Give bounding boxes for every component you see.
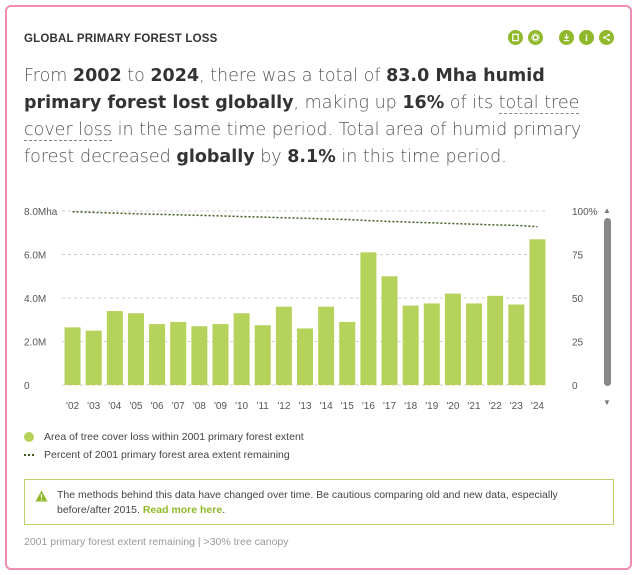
methods-notice: The methods behind this data have change… bbox=[24, 479, 614, 525]
download-icon bbox=[563, 33, 570, 42]
summary-sentence: From 2002 to 2024, there was a total of … bbox=[24, 66, 582, 167]
x-tick-label: '18 bbox=[404, 401, 417, 412]
x-tick-label: '24 bbox=[531, 401, 544, 412]
bar bbox=[466, 303, 483, 385]
info-button[interactable] bbox=[579, 30, 594, 45]
end-year: 2024 bbox=[150, 66, 200, 86]
share-button[interactable] bbox=[599, 30, 614, 45]
legend-item-line: Percent of 2001 primary forest area exte… bbox=[24, 446, 304, 464]
bar bbox=[85, 330, 102, 385]
gear-icon bbox=[531, 33, 540, 42]
bookmark-icon bbox=[512, 33, 519, 42]
x-tick-label: '08 bbox=[193, 401, 206, 412]
y-right-tick-label: 100% bbox=[572, 207, 598, 218]
bookmark-button[interactable] bbox=[508, 30, 523, 45]
footer-caption: 2001 primary forest extent remaining | >… bbox=[24, 536, 289, 548]
y-left-tick-label: 4.0M bbox=[24, 294, 46, 305]
bar bbox=[170, 321, 187, 385]
percent-of-loss: 16% bbox=[402, 93, 445, 113]
x-tick-label: '07 bbox=[172, 401, 185, 412]
y-right-tick-label: 50 bbox=[572, 294, 584, 305]
x-tick-label: '04 bbox=[108, 401, 121, 412]
y-right-tick-label: 0 bbox=[572, 381, 578, 392]
y-left-tick-label: 2.0M bbox=[24, 338, 46, 349]
percent-remaining-line bbox=[72, 210, 538, 228]
chart-legend: Area of tree cover loss within 2001 prim… bbox=[24, 428, 304, 464]
widget-card bbox=[5, 5, 632, 570]
bar bbox=[233, 313, 250, 385]
total-loss: 83.0 Mha humid primary forest lost globa… bbox=[24, 66, 545, 113]
x-tick-label: '20 bbox=[446, 401, 459, 412]
bar bbox=[275, 306, 292, 385]
x-tick-label: '09 bbox=[214, 401, 227, 412]
x-tick-label: '10 bbox=[235, 401, 248, 412]
warning-icon bbox=[35, 490, 48, 502]
x-tick-label: '06 bbox=[151, 401, 164, 412]
y-right-tick-label: 25 bbox=[572, 338, 584, 349]
x-tick-label: '11 bbox=[257, 401, 270, 412]
notice-text: The methods behind this data have change… bbox=[57, 489, 558, 516]
y-right-tick-label: 75 bbox=[572, 251, 584, 262]
region-name: globally bbox=[176, 147, 255, 167]
y-left-tick-label: 8.0Mha bbox=[24, 207, 58, 218]
x-tick-label: '23 bbox=[510, 401, 523, 412]
chart-scrollbar[interactable] bbox=[604, 218, 611, 386]
download-button[interactable] bbox=[559, 30, 574, 45]
tree-cover-loss-link[interactable]: total tree cover loss bbox=[24, 93, 580, 141]
x-tick-label: '12 bbox=[277, 401, 290, 412]
bar bbox=[508, 304, 525, 385]
widget-toolbar bbox=[508, 30, 614, 45]
share-icon bbox=[603, 33, 610, 42]
bar bbox=[106, 311, 123, 385]
x-tick-label: '15 bbox=[341, 401, 354, 412]
bar bbox=[297, 328, 313, 385]
bar bbox=[191, 326, 208, 385]
primary-forest-loss-chart: 0 2.0M 4.0M 6.0M 8.0Mha 0 25 50 75 100% '02 '03 '04 '… bbox=[24, 207, 598, 412]
x-tick-label: '21 bbox=[468, 401, 481, 412]
x-tick-label: '14 bbox=[320, 401, 333, 412]
legend-dot-icon bbox=[24, 432, 34, 442]
bar bbox=[149, 324, 166, 385]
start-year: 2002 bbox=[72, 66, 122, 86]
x-tick-label: '03 bbox=[87, 401, 100, 412]
bar bbox=[381, 276, 398, 385]
widget-title: GLOBAL PRIMARY FOREST LOSS bbox=[24, 33, 218, 45]
x-tick-label: '05 bbox=[129, 401, 142, 412]
scroll-down-arrow[interactable]: ▼ bbox=[603, 398, 611, 407]
x-tick-label: '16 bbox=[362, 401, 375, 412]
bar bbox=[254, 325, 271, 385]
bar bbox=[423, 303, 440, 385]
bar bbox=[402, 305, 419, 385]
x-tick-label: '22 bbox=[489, 401, 502, 412]
x-tick-label: '19 bbox=[425, 401, 438, 412]
bar bbox=[529, 239, 546, 385]
bar bbox=[444, 293, 461, 385]
x-tick-label: '13 bbox=[298, 401, 311, 412]
x-tick-label: '02 bbox=[66, 401, 79, 412]
y-left-tick-label: 6.0M bbox=[24, 251, 46, 262]
bar bbox=[212, 324, 229, 385]
bar bbox=[318, 306, 335, 385]
scroll-up-arrow[interactable]: ▲ bbox=[603, 206, 611, 215]
legend-item-bar: Area of tree cover loss within 2001 prim… bbox=[24, 428, 304, 446]
decrease-percent: 8.1% bbox=[287, 147, 336, 167]
legend-label-bar: Area of tree cover loss within 2001 prim… bbox=[44, 431, 304, 443]
settings-button[interactable] bbox=[528, 30, 543, 45]
bar bbox=[64, 327, 81, 385]
bar bbox=[360, 252, 377, 385]
bar bbox=[487, 295, 504, 385]
legend-label-line: Percent of 2001 primary forest area exte… bbox=[44, 449, 290, 461]
y-left-tick-label: 0 bbox=[24, 381, 30, 392]
bar bbox=[127, 313, 144, 385]
bar bbox=[339, 321, 356, 385]
read-more-link[interactable]: Read more here bbox=[142, 504, 223, 516]
info-icon bbox=[585, 34, 588, 41]
x-tick-label: '17 bbox=[383, 401, 396, 412]
legend-dotted-line-icon bbox=[24, 454, 34, 456]
